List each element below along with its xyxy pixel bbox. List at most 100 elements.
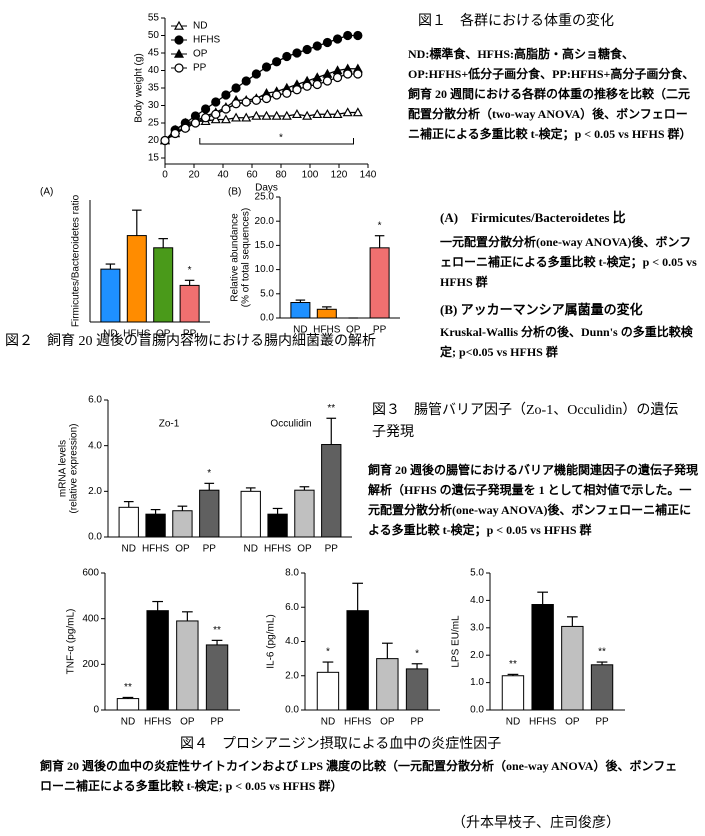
y-tick-label: 3.0 bbox=[470, 622, 484, 633]
marker bbox=[302, 44, 312, 55]
bar bbox=[179, 284, 200, 323]
marker bbox=[352, 107, 363, 117]
fig1-body: ND:標準食、HFHS:高脂肪・高ショ糖食、OP:HFHS+低分子画分食、PP:… bbox=[408, 47, 695, 141]
marker bbox=[291, 109, 302, 119]
y-tick-label: 15.0 bbox=[255, 240, 275, 251]
x-tick-label: OP bbox=[380, 717, 395, 728]
legend-marker bbox=[174, 63, 184, 73]
y-tick-label: 25 bbox=[148, 118, 160, 129]
marker bbox=[271, 110, 282, 120]
marker bbox=[221, 104, 231, 114]
y-tick-label: 0.0 bbox=[88, 532, 102, 543]
x-tick-label: 60 bbox=[246, 170, 258, 181]
x-tick-label: ND bbox=[103, 329, 117, 340]
x-tick-label: HFHS bbox=[313, 325, 341, 336]
group-label: Occulidin bbox=[270, 419, 311, 430]
y-tick-label: 10.0 bbox=[255, 264, 275, 275]
marker bbox=[170, 128, 180, 139]
x-tick-label: HFHS bbox=[123, 329, 151, 340]
annotation: ** bbox=[598, 647, 606, 658]
x-tick-label: 140 bbox=[360, 170, 377, 181]
legend-marker bbox=[173, 20, 185, 30]
y-tick-label: 15 bbox=[148, 153, 160, 164]
bar bbox=[294, 489, 315, 538]
legend-label: ND bbox=[193, 21, 207, 32]
bar bbox=[146, 610, 169, 711]
y-tick-label: 600 bbox=[82, 568, 99, 579]
y-tick-label: 6.0 bbox=[285, 602, 299, 613]
legend-label: HFHS bbox=[193, 35, 221, 46]
annotation: * bbox=[279, 133, 283, 144]
x-tick-label: HFHS bbox=[264, 544, 292, 555]
marker bbox=[231, 112, 242, 122]
x-tick-label: OP bbox=[346, 325, 361, 336]
x-tick-label: PP bbox=[595, 717, 609, 728]
x-tick-label: OP bbox=[180, 717, 195, 728]
x-axis-label: Days bbox=[255, 183, 278, 194]
y-tick-label: 55 bbox=[148, 13, 160, 24]
marker bbox=[241, 76, 251, 86]
y-tick-label: 4.0 bbox=[285, 636, 299, 647]
y-tick-label: 6.0 bbox=[88, 395, 102, 406]
marker bbox=[322, 109, 333, 119]
y-tick-label: 40 bbox=[148, 65, 160, 76]
x-tick-label: HFHS bbox=[142, 544, 170, 555]
x-tick-label: ND bbox=[506, 717, 520, 728]
y-tick-label: 2.0 bbox=[470, 650, 484, 661]
y-tick-label: 4.0 bbox=[470, 595, 484, 606]
bar bbox=[501, 675, 525, 711]
y-axis-label: LPS EU/mL bbox=[451, 615, 462, 668]
legend-label: OP bbox=[193, 49, 208, 60]
fig4-title: 図４ プロシアニジン摂取による血中の炎症性因子 bbox=[180, 737, 502, 752]
y-tick-label: 2.0 bbox=[88, 486, 102, 497]
y-axis-label: Body weight (g) bbox=[134, 53, 145, 122]
marker bbox=[353, 69, 363, 79]
y-tick-label: 25.0 bbox=[255, 192, 275, 203]
y-tick-label: 0.0 bbox=[260, 313, 274, 324]
bar bbox=[126, 235, 147, 323]
bar bbox=[316, 671, 340, 711]
marker bbox=[272, 90, 282, 100]
marker bbox=[322, 76, 332, 86]
marker bbox=[210, 114, 221, 124]
bar bbox=[531, 604, 554, 711]
legend-marker bbox=[174, 35, 184, 45]
marker bbox=[180, 123, 190, 133]
x-tick-label: PP bbox=[325, 544, 339, 555]
x-tick-label: 20 bbox=[188, 170, 200, 181]
marker bbox=[332, 109, 343, 119]
y-axis-label: (relative expression) bbox=[69, 423, 80, 513]
marker bbox=[231, 99, 241, 109]
bar bbox=[153, 247, 174, 323]
x-tick-label: ND bbox=[293, 325, 307, 336]
marker bbox=[251, 69, 261, 79]
marker bbox=[282, 88, 292, 98]
authors: （升本早枝子、庄司俊彦） bbox=[452, 816, 620, 831]
bar bbox=[405, 668, 429, 711]
marker bbox=[272, 57, 282, 67]
x-tick-label: HFHS bbox=[529, 717, 557, 728]
fig2-title: 図２ 飼育 20 週後の盲腸内容物における腸内細菌叢の解析 bbox=[5, 334, 376, 349]
fig2a-body: 一元配置分散分析(one-way ANOVA)後、ボンフェローニ補正による多重比… bbox=[440, 235, 697, 289]
marker bbox=[241, 112, 252, 122]
y-tick-label: 400 bbox=[82, 613, 99, 624]
annotation: * bbox=[207, 468, 211, 479]
annotation: * bbox=[188, 265, 192, 276]
x-tick-label: PP bbox=[373, 325, 387, 336]
x-tick-label: 120 bbox=[331, 170, 348, 181]
marker bbox=[282, 51, 292, 62]
annotation: ** bbox=[124, 682, 132, 693]
bar bbox=[100, 268, 121, 323]
marker bbox=[343, 30, 353, 41]
bar bbox=[316, 308, 337, 319]
marker bbox=[261, 62, 272, 72]
y-tick-label: 20.0 bbox=[255, 216, 275, 227]
x-tick-label: 100 bbox=[302, 170, 319, 181]
bar bbox=[376, 658, 399, 711]
annotation: ** bbox=[509, 659, 517, 670]
x-tick-label: OP bbox=[156, 329, 171, 340]
y-tick-label: 20 bbox=[148, 135, 160, 146]
fig2b-body: Kruskal-Wallis 分析の後、Dunn's の多重比較検定; p<0.… bbox=[440, 325, 693, 359]
fig4-body: 飼育 20 週後の血中の炎症性サイトカインおよび LPS 濃度の比較（一元配置分… bbox=[40, 759, 678, 793]
